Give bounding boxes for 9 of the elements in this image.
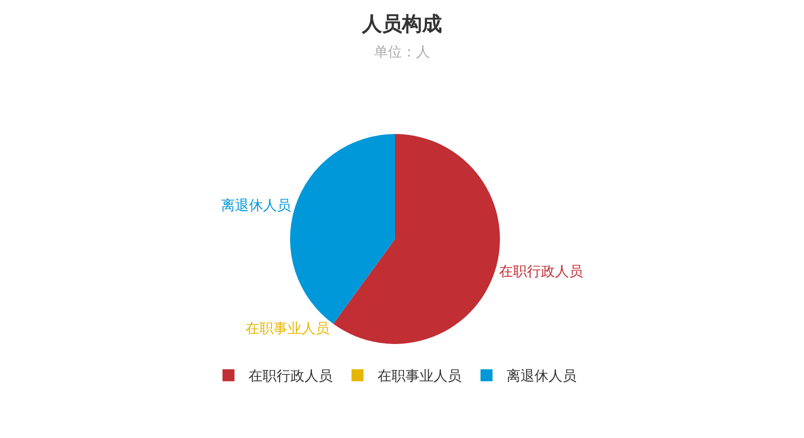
slice-label: 在职行政人员 [498, 264, 583, 280]
chart-title: 人员构成 [361, 12, 442, 36]
chart-subtitle: 单位：人 [374, 44, 430, 61]
legend-label: 在职事业人员 [378, 368, 462, 385]
slice-label: 离退休人员 [221, 198, 292, 214]
category-label: 在职事业人员 [245, 321, 330, 338]
legend-label: 在职行政人员 [248, 368, 332, 385]
pie-slice [333, 134, 500, 344]
legend-label: 离退休人员 [506, 368, 576, 385]
